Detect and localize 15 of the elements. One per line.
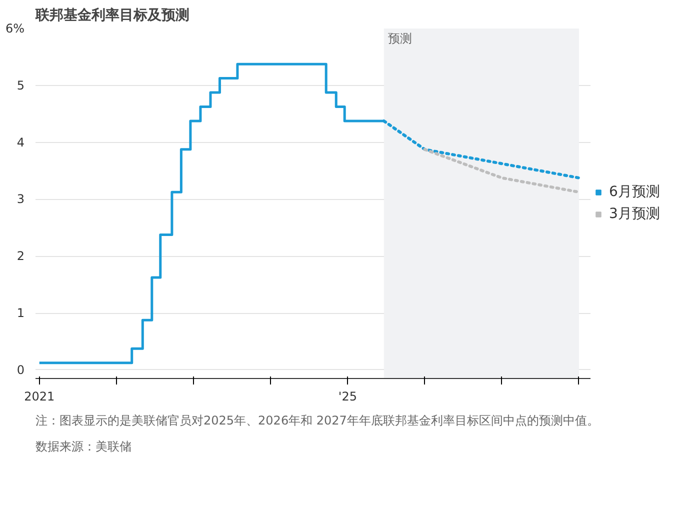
y-tick-label: 6% (5, 22, 25, 36)
y-tick-label: 2 (16, 249, 25, 264)
legend-label: 3月预测 (609, 205, 660, 223)
chart-title: 联邦基金利率目标及预测 (34, 6, 190, 24)
legend-label: 6月预测 (609, 183, 660, 201)
y-tick-label: 0 (16, 362, 25, 377)
band-label: 预测 (388, 32, 412, 46)
y-tick-label: 3 (16, 192, 25, 206)
y-tick-label: 5 (16, 78, 25, 92)
source-note: 数据来源：美联储 (36, 440, 132, 454)
x-tick-label: '25 (338, 390, 357, 404)
y-tick-label: 1 (16, 306, 25, 320)
y-tick-label: 4 (16, 135, 25, 150)
x-tick-label: 2021 (24, 390, 55, 404)
text: 注：图表显示的是美联储官员对2025年、2026年和 2027年年底联邦基金利率目标区间中点的预测中值。 (36, 414, 599, 428)
